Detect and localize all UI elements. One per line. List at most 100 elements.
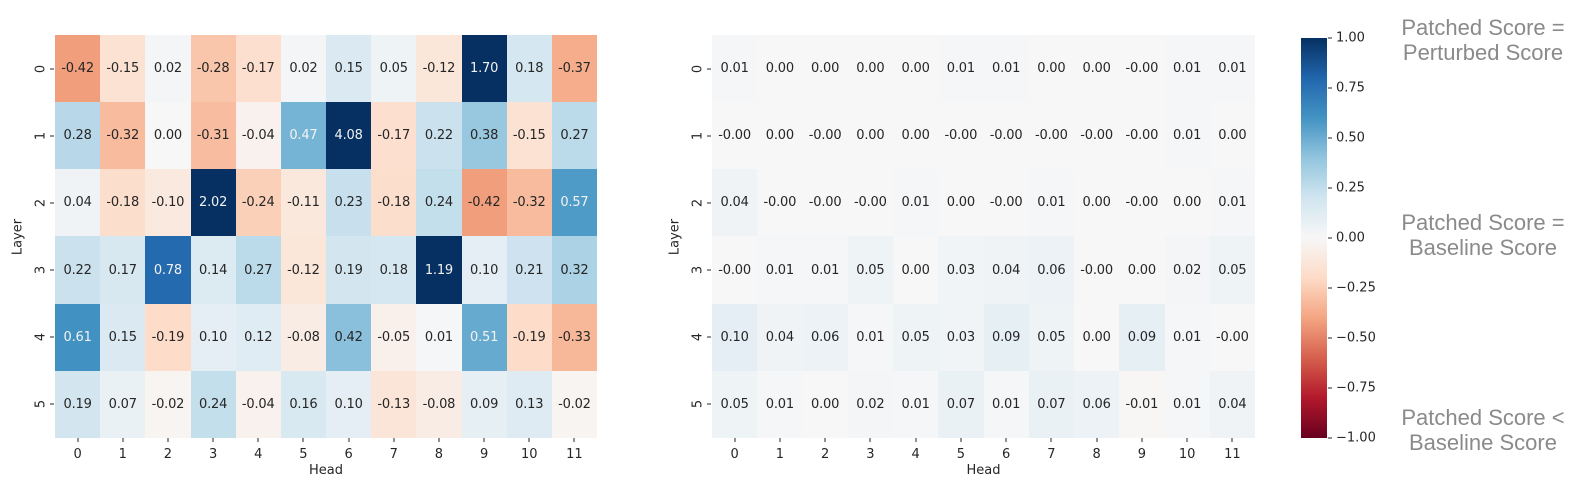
heatmap-cell: 0.01 bbox=[1164, 102, 1210, 170]
x-tick-mark bbox=[779, 438, 781, 442]
heatmap-cell: 0.27 bbox=[235, 236, 281, 304]
heatmap-cell: -0.01 bbox=[1119, 370, 1165, 438]
x-tick-label: 3 bbox=[208, 447, 218, 462]
heatmap-cell: 0.07 bbox=[938, 370, 984, 438]
y-tick-label: 0 bbox=[33, 64, 49, 73]
x-tick-label: 6 bbox=[1001, 447, 1011, 462]
y-tick-mark bbox=[707, 269, 711, 271]
y-tick-mark bbox=[707, 336, 711, 338]
heatmap-cell: -0.04 bbox=[235, 370, 281, 438]
heatmap-cell: -0.00 bbox=[847, 169, 893, 237]
left-heatmap-axes: -0.42 -0.15 0.02 -0.28 -0.17 0.02 0.15 0.05 -0.1… bbox=[55, 35, 597, 438]
heatmap-cell: 0.09 bbox=[983, 303, 1029, 371]
colorbar-tick-mark bbox=[1328, 37, 1332, 39]
heatmap-cell: 0.01 bbox=[1164, 303, 1210, 371]
heatmap-cell: 0.12 bbox=[235, 303, 281, 371]
heatmap-cell: 0.02 bbox=[1164, 236, 1210, 304]
heatmap-cell: 0.02 bbox=[145, 35, 191, 103]
y-tick-mark bbox=[50, 336, 54, 338]
y-tick-mark bbox=[707, 68, 711, 70]
legend-patched-eq-perturbed: Patched Score = Perturbed Score bbox=[1388, 15, 1578, 65]
colorbar-tick-mark bbox=[1328, 337, 1332, 339]
heatmap-cell: 0.01 bbox=[983, 370, 1029, 438]
y-tick-mark bbox=[50, 135, 54, 137]
heatmap-cell: -0.08 bbox=[280, 303, 326, 371]
heatmap-cell: 0.13 bbox=[506, 370, 552, 438]
heatmap-cell: 0.01 bbox=[1164, 370, 1210, 438]
heatmap-cell: -0.28 bbox=[190, 35, 236, 103]
heatmap-cell: 0.00 bbox=[802, 370, 848, 438]
heatmap-cell: 0.15 bbox=[326, 35, 372, 103]
legend-line: Patched Score = bbox=[1401, 15, 1565, 40]
heatmap-cell: -0.10 bbox=[145, 169, 191, 237]
y-tick-label: 1 bbox=[690, 131, 706, 140]
y-tick-mark bbox=[707, 135, 711, 137]
legend-patched-lt-baseline: Patched Score < Baseline Score bbox=[1388, 405, 1578, 455]
heatmap-cell: -0.00 bbox=[1209, 303, 1255, 371]
x-tick-mark bbox=[302, 438, 304, 442]
x-tick-label: 0 bbox=[73, 447, 82, 462]
x-tick-mark bbox=[1231, 438, 1233, 442]
y-tick-label: 0 bbox=[690, 64, 706, 73]
colorbar: 1.00 0.75 0.50 0.25 0.00 −0.25 −0.50 −0.75 −1.00 bbox=[1301, 31, 1376, 446]
y-tick-mark bbox=[707, 202, 711, 204]
heatmap-cell: 0.02 bbox=[280, 35, 326, 103]
heatmap-cell: 0.24 bbox=[190, 370, 236, 438]
y-tick-label: 2 bbox=[690, 198, 706, 208]
heatmap-cell: 0.78 bbox=[145, 236, 191, 304]
heatmap-cell: 0.04 bbox=[1209, 370, 1255, 438]
colorbar-tick-label: −0.25 bbox=[1336, 280, 1376, 296]
heatmap-cell: 0.14 bbox=[190, 236, 236, 304]
y-tick-label: 3 bbox=[33, 265, 49, 275]
heatmap-cell: 0.00 bbox=[145, 102, 191, 170]
heatmap-cell: -0.12 bbox=[416, 35, 462, 103]
heatmap-cell: 0.01 bbox=[847, 303, 893, 371]
x-tick-mark bbox=[1186, 438, 1188, 442]
heatmap-cell: 0.00 bbox=[1074, 169, 1120, 237]
heatmap-cell: 0.01 bbox=[1209, 169, 1255, 237]
heatmap-cell: 0.02 bbox=[847, 370, 893, 438]
right-xlabel: Head bbox=[966, 463, 1001, 478]
heatmap-cell: 0.01 bbox=[938, 35, 984, 103]
colorbar-tick-label: 1.00 bbox=[1336, 30, 1365, 46]
heatmap-cell: 0.51 bbox=[461, 303, 507, 371]
x-tick-label: 8 bbox=[434, 447, 444, 462]
heatmap-cell: 0.21 bbox=[506, 236, 552, 304]
heatmap-cell: 0.61 bbox=[55, 303, 101, 371]
heatmap-cell: -0.42 bbox=[461, 169, 507, 237]
heatmap-cell: 0.01 bbox=[1164, 35, 1210, 103]
heatmap-cell: 0.38 bbox=[461, 102, 507, 170]
x-tick-mark bbox=[393, 438, 395, 442]
heatmap-cell: -0.02 bbox=[551, 370, 597, 438]
x-tick-mark bbox=[573, 438, 575, 442]
x-tick-mark bbox=[438, 438, 440, 442]
x-tick-label: 5 bbox=[299, 447, 308, 462]
x-tick-mark bbox=[528, 438, 530, 442]
x-tick-label: 2 bbox=[820, 447, 830, 462]
heatmap-cell: -0.04 bbox=[235, 102, 281, 170]
heatmap-cell: 0.05 bbox=[1209, 236, 1255, 304]
right-ylabel: Layer bbox=[667, 218, 683, 255]
heatmap-cell: -0.12 bbox=[280, 236, 326, 304]
heatmap-cell: 0.04 bbox=[55, 169, 101, 237]
colorbar-tick-mark bbox=[1328, 87, 1332, 89]
x-tick-label: 9 bbox=[1137, 447, 1147, 462]
left-ylabel: Layer bbox=[10, 218, 26, 255]
x-tick-mark bbox=[824, 438, 826, 442]
colorbar-tick-label: 0.75 bbox=[1336, 80, 1365, 96]
heatmap-cell: -0.32 bbox=[506, 169, 552, 237]
heatmap-cell: 0.00 bbox=[802, 35, 848, 103]
heatmap-cell: 0.57 bbox=[551, 169, 597, 237]
heatmap-cell: 0.07 bbox=[100, 370, 146, 438]
x-tick-mark bbox=[1141, 438, 1143, 442]
heatmap-cell: 0.01 bbox=[1028, 169, 1074, 237]
colorbar-tick-label: 0.50 bbox=[1336, 130, 1365, 146]
y-tick-mark bbox=[707, 403, 711, 405]
heatmap-cell: 0.32 bbox=[551, 236, 597, 304]
heatmap-cell: -0.42 bbox=[55, 35, 101, 103]
legend-line: Baseline Score bbox=[1409, 430, 1557, 455]
heatmap-cell: 0.00 bbox=[847, 102, 893, 170]
heatmap-cell: 0.04 bbox=[712, 169, 758, 237]
heatmap-cell: -0.19 bbox=[145, 303, 191, 371]
x-tick-mark bbox=[257, 438, 259, 442]
